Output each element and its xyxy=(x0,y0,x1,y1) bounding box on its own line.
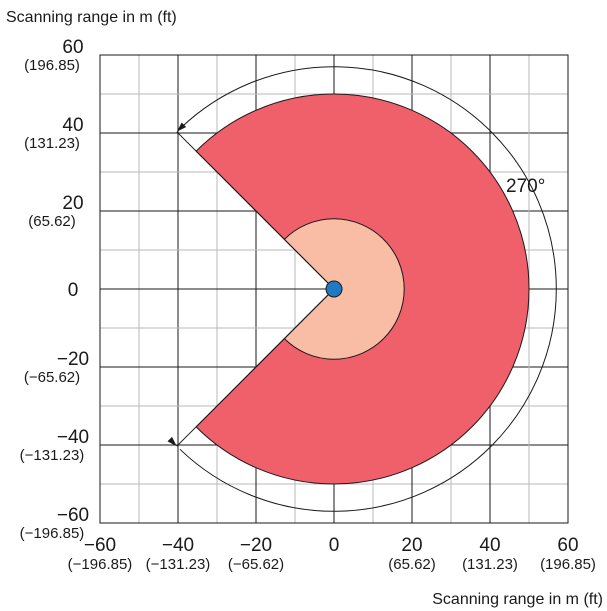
y-tick-label-ft: (−131.23) xyxy=(20,447,85,464)
x-tick-label: −20 xyxy=(240,535,272,556)
y-tick-label-ft: (131.23) xyxy=(24,135,80,152)
arrowhead xyxy=(176,122,187,132)
angle-label: 270° xyxy=(506,176,545,197)
y-tick-label: −40 xyxy=(57,427,89,448)
y-tick-label: 20 xyxy=(62,193,83,214)
y-tick-label-ft: (−196.85) xyxy=(20,525,85,542)
x-tick-label-ft: (−196.85) xyxy=(68,556,133,573)
x-tick-label: 60 xyxy=(557,535,578,556)
x-tick-label-ft: (−131.23) xyxy=(146,556,211,573)
y-tick-label: −60 xyxy=(57,505,89,526)
scan-angle-annotation xyxy=(167,66,557,512)
y-tick-label-ft: (65.62) xyxy=(28,213,76,230)
plot-frame xyxy=(99,54,569,524)
x-tick-label: 0 xyxy=(329,535,340,556)
boundary-line-lower xyxy=(176,288,335,447)
inner-scan-field xyxy=(283,218,405,360)
y-axis-title: Scanning range in m (ft) xyxy=(6,9,177,26)
y-tick-label: 60 xyxy=(62,37,83,58)
x-axis-title: Scanning range in m (ft) xyxy=(432,591,603,608)
y-tick-label-ft: (−65.62) xyxy=(24,369,80,386)
x-tick-label-ft: (−65.62) xyxy=(228,556,284,573)
x-tick-label: 40 xyxy=(479,535,500,556)
y-tick-label: 0 xyxy=(68,280,79,301)
x-tick-label-ft: (196.85) xyxy=(540,556,596,573)
x-tick-labels: −60(−196.85) −40(−131.23) −20(−65.62) 0 20(6… xyxy=(68,535,596,573)
y-tick-label: 40 xyxy=(62,115,83,136)
scan-angle-arc xyxy=(179,66,557,512)
x-tick-label: 20 xyxy=(401,535,422,556)
x-tick-label-ft: (131.23) xyxy=(462,556,518,573)
x-tick-label: −40 xyxy=(162,535,194,556)
arrowhead xyxy=(167,436,177,447)
y-tick-labels: 60(196.85) 40(131.23) 20(65.62) 0 −20(−65.62… xyxy=(20,37,89,542)
y-tick-label-ft: (196.85) xyxy=(24,57,80,74)
x-tick-label-ft: (65.62) xyxy=(388,556,436,573)
y-tick-label: −20 xyxy=(57,349,89,370)
sensor-dot xyxy=(325,280,343,298)
x-tick-label: −60 xyxy=(84,535,116,556)
boundary-line-upper xyxy=(176,131,335,290)
